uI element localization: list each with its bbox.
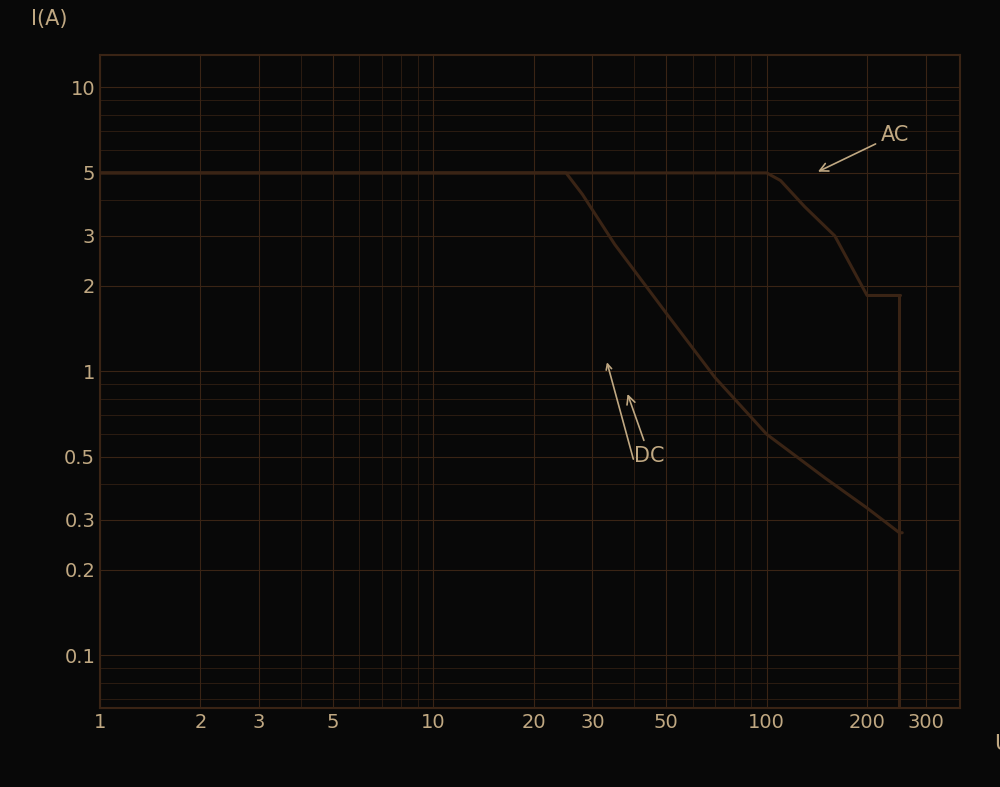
Text: U(V): U(V) [994,734,1000,755]
Text: AC: AC [820,124,909,171]
Text: DC: DC [627,396,665,466]
Text: I(A): I(A) [31,9,68,29]
